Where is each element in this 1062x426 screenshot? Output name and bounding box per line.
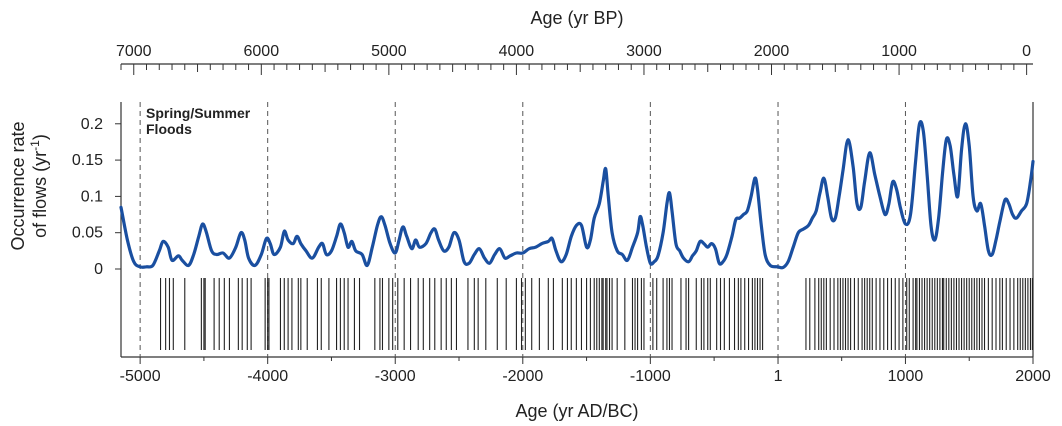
y-tick-label: 0 bbox=[94, 261, 103, 278]
event-markers bbox=[159, 278, 1033, 350]
annotation-line2: Floods bbox=[146, 121, 192, 137]
bottom-axis-title: Age (yr AD/BC) bbox=[515, 401, 638, 421]
y-axis-title-suffix: ) bbox=[30, 134, 50, 140]
bottom-tick-label: -2000 bbox=[502, 368, 543, 385]
y-axis-title-prefix: of flows (yr bbox=[30, 151, 50, 238]
series-line bbox=[119, 120, 1035, 270]
y-axis-title-line1: Occurrence rate bbox=[8, 121, 28, 250]
top-axis: 7000 6000 5000 4000 3000 2000 1000 0 bbox=[116, 43, 1031, 75]
y-tick-label: 0.1 bbox=[81, 188, 103, 205]
top-tick-label: 5000 bbox=[371, 43, 407, 60]
bottom-tick-label: 2000 bbox=[1015, 368, 1051, 385]
y-tick-label: 0.05 bbox=[72, 225, 103, 242]
y-axis-title-sup: -1 bbox=[28, 140, 42, 151]
top-tick-label: 4000 bbox=[499, 43, 535, 60]
y-tick-label: 0.15 bbox=[72, 152, 103, 169]
top-tick-label: 3000 bbox=[626, 43, 662, 60]
bottom-tick-label: -1000 bbox=[630, 368, 671, 385]
bottom-tick-label: -3000 bbox=[375, 368, 416, 385]
y-tick-label: 0.2 bbox=[81, 116, 103, 133]
gridlines bbox=[139, 102, 906, 357]
bottom-tick-label: 1000 bbox=[888, 368, 924, 385]
series bbox=[119, 120, 1035, 270]
y-axis: 0 0.05 0.1 0.15 0.2 bbox=[72, 116, 121, 278]
bottom-tick-label: -5000 bbox=[120, 368, 161, 385]
top-tick-label: 2000 bbox=[754, 43, 790, 60]
y-axis-title-line2: of flows (yr-1) bbox=[28, 134, 50, 238]
top-tick-label: 7000 bbox=[116, 43, 152, 60]
top-tick-label: 0 bbox=[1022, 43, 1031, 60]
top-axis-title: Age (yr BP) bbox=[530, 8, 623, 28]
annotation-line1: Spring/Summer bbox=[146, 105, 251, 121]
top-tick-label: 6000 bbox=[244, 43, 280, 60]
top-tick-label: 1000 bbox=[881, 43, 917, 60]
bottom-tick-label: 1 bbox=[774, 368, 783, 385]
bottom-axis: -5000 -4000 -3000 -2000 -1000 1 1000 2000 bbox=[120, 357, 1051, 385]
bottom-tick-label: -4000 bbox=[247, 368, 288, 385]
